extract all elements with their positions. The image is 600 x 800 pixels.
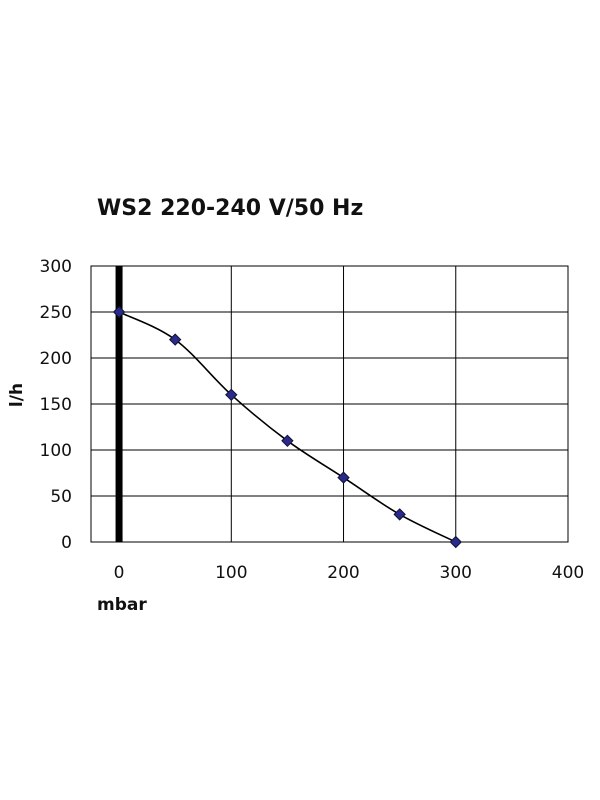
x-tick-label-100: 100 <box>215 563 247 583</box>
data-point-50 <box>168 333 182 346</box>
y-tick-label-150: 150 <box>40 395 72 415</box>
data-point-300 <box>449 535 462 549</box>
data-point-0 <box>112 305 126 319</box>
chart-title: WS2 220-240 V/50 Hz <box>97 196 364 221</box>
x-axis-title: mbar <box>97 595 147 615</box>
series-line-0 <box>118 311 457 543</box>
y-tick-label-100: 100 <box>40 441 72 461</box>
data-point-100 <box>225 388 238 402</box>
data-point-200 <box>337 471 350 484</box>
x-tick-label-200: 200 <box>327 563 359 583</box>
tick-labels: 0 50 100 150 200 250 300 0 100 200 300 400 <box>40 257 585 583</box>
series-layer <box>112 305 462 549</box>
x-tick-label-300: 300 <box>440 563 472 583</box>
y-tick-label-250: 250 <box>40 303 72 323</box>
y-tick-label-200: 200 <box>40 349 72 369</box>
grid <box>90 265 569 543</box>
y-tick-label-0: 0 <box>61 533 72 553</box>
y-axis-title: l/h <box>7 383 27 407</box>
y-tick-label-50: 50 <box>50 487 72 507</box>
y-tick-label-300: 300 <box>40 257 72 277</box>
x-tick-label-400: 400 <box>552 563 584 583</box>
data-point-250 <box>393 508 406 521</box>
x-tick-label-0: 0 <box>114 563 125 583</box>
data-point-150 <box>281 434 294 448</box>
